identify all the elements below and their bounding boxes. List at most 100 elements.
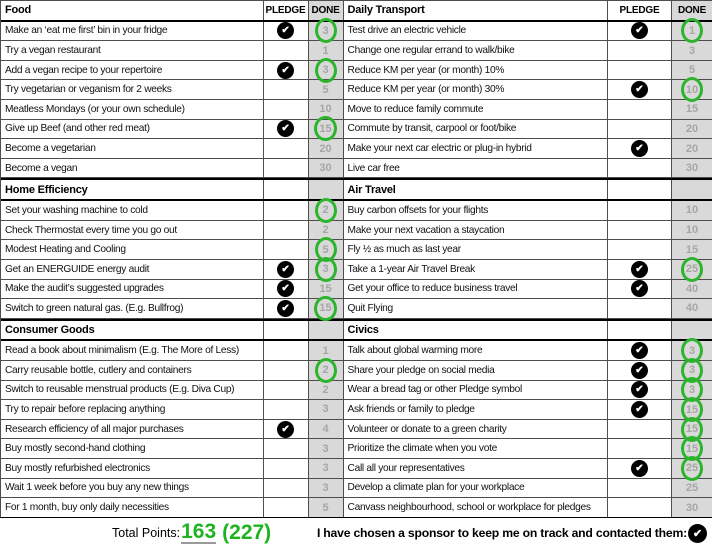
done-points-cell: 30 xyxy=(672,498,712,517)
points-value: 30 xyxy=(685,162,699,175)
pledge-cell[interactable] xyxy=(608,240,672,259)
pledge-cell[interactable] xyxy=(264,439,309,459)
item-label: Add a vegan recipe to your repertoire xyxy=(1,60,264,80)
points-value: 25 xyxy=(685,263,699,276)
pledge-cell[interactable] xyxy=(264,80,309,100)
pledge-cell[interactable] xyxy=(264,400,309,419)
checklist-row: Commute by transit, carpool or foot/bike… xyxy=(343,119,712,140)
pledge-cell[interactable]: ✔ xyxy=(608,360,672,380)
pledge-cell[interactable] xyxy=(264,240,309,259)
checklist-row: Try to repair before replacing anything 3 xyxy=(1,400,344,420)
item-label: Make your next vacation a staycation xyxy=(344,220,608,240)
points-value: 10 xyxy=(685,224,699,236)
checklist-row: Set your washing machine to cold 2 xyxy=(1,197,344,223)
points-value: 15 xyxy=(319,282,332,295)
pledge-cell[interactable]: ✔ xyxy=(608,279,672,299)
pledge-cell[interactable] xyxy=(264,380,309,400)
footer: Total Points: 163 (227) I have chosen a … xyxy=(0,518,712,548)
pledge-cell[interactable] xyxy=(608,498,672,517)
section-header-row: Consumer Goods xyxy=(1,318,344,342)
pledge-cell[interactable] xyxy=(608,299,672,318)
pledge-cell[interactable] xyxy=(608,220,672,240)
total-points-max: (227) xyxy=(222,521,272,545)
pledge-cell[interactable] xyxy=(608,100,672,119)
pledge-cell[interactable] xyxy=(608,201,672,220)
pledge-cell[interactable] xyxy=(264,360,309,380)
points-value: 5 xyxy=(688,64,696,77)
pledge-cell[interactable]: ✔ xyxy=(264,259,309,279)
pledge-cell[interactable] xyxy=(264,158,309,178)
points-value: 10 xyxy=(685,83,699,96)
pledge-cell[interactable] xyxy=(264,498,309,517)
done-points-cell: 2 xyxy=(308,380,344,400)
item-label: Make an ‘eat me first’ bin in your fridg… xyxy=(1,21,264,41)
pledge-cell[interactable]: ✔ xyxy=(608,341,672,360)
pledge-cell[interactable] xyxy=(264,341,309,360)
points-value: 3 xyxy=(322,263,329,276)
check-icon: ✔ xyxy=(631,140,648,158)
pledge-cell[interactable] xyxy=(264,100,309,119)
item-label: Meatless Mondays (or your own schedule) xyxy=(1,100,264,119)
checklist-row: Take a 1-year Air Travel Break ✔ 25 xyxy=(343,256,712,282)
pledge-cell[interactable] xyxy=(608,60,672,80)
item-label: Modest Heating and Cooling xyxy=(1,240,264,259)
table-transport-air-civics: Daily Transport PLEDGE DONE Test drive an e… xyxy=(343,1,712,517)
green-circle-annotation: 3 xyxy=(314,256,337,282)
green-circle-annotation: 1 xyxy=(681,18,703,44)
check-icon: ✔ xyxy=(277,61,295,79)
pledge-cell[interactable] xyxy=(264,139,309,158)
pledge-cell[interactable] xyxy=(608,119,672,139)
done-points-cell xyxy=(672,180,712,200)
pledge-cell[interactable]: ✔ xyxy=(264,299,309,318)
pledge-cell[interactable] xyxy=(264,478,309,498)
pledge-cell[interactable] xyxy=(608,419,672,439)
item-label: Develop a climate plan for your workplac… xyxy=(344,478,608,498)
pledge-cell[interactable]: ✔ xyxy=(264,21,309,41)
pledge-cell[interactable] xyxy=(608,41,672,60)
done-points-cell: 30 xyxy=(308,158,344,178)
green-circle-annotation: 15 xyxy=(314,116,337,142)
pledge-cell[interactable]: ✔ xyxy=(608,80,672,100)
pledge-cell[interactable]: ✔ xyxy=(608,380,672,400)
points-value: 25 xyxy=(685,462,699,475)
points-value: 25 xyxy=(685,481,699,494)
checklist-row: Check Thermostat every time you go out 2 xyxy=(1,220,344,241)
table-title: Food xyxy=(1,1,264,20)
pledge-cell[interactable]: ✔ xyxy=(264,419,309,439)
pledge-cell[interactable]: ✔ xyxy=(264,279,309,299)
points-value: 20 xyxy=(685,122,699,135)
points-value: 15 xyxy=(319,302,332,315)
item-label: Canvass neighbourhood, school or workpla… xyxy=(344,498,608,517)
checklist-row: Try a vegan restaurant 1 xyxy=(1,41,344,61)
done-points-cell: 15 xyxy=(308,279,344,299)
pledge-cell[interactable] xyxy=(264,201,309,220)
done-points-cell: 40 xyxy=(672,299,712,318)
check-icon: ✔ xyxy=(631,22,648,40)
pledge-cell[interactable]: ✔ xyxy=(608,459,672,478)
pledge-cell[interactable]: ✔ xyxy=(608,259,672,279)
checklist-tables: Food PLEDGE DONE Make an ‘eat me first’ bin… xyxy=(0,0,712,518)
done-points-cell: 30 xyxy=(672,158,712,178)
pledge-cell[interactable] xyxy=(608,439,672,459)
sponsor-check-icon[interactable]: ✔ xyxy=(688,523,707,543)
points-value: 2 xyxy=(322,204,329,217)
pledge-cell xyxy=(608,180,672,200)
pledge-cell[interactable]: ✔ xyxy=(608,21,672,41)
done-points-cell xyxy=(308,180,344,200)
check-icon: ✔ xyxy=(631,400,648,418)
pledge-cell[interactable] xyxy=(264,220,309,240)
points-value: 3 xyxy=(688,44,696,57)
pledge-cell[interactable] xyxy=(264,41,309,60)
section-header-row: Air Travel xyxy=(343,178,712,202)
pledge-cell[interactable] xyxy=(608,158,672,178)
pledge-cell[interactable] xyxy=(264,459,309,478)
pledge-cell[interactable]: ✔ xyxy=(608,139,672,158)
pledge-cell[interactable]: ✔ xyxy=(264,119,309,139)
points-value: 3 xyxy=(322,481,329,494)
points-value: 3 xyxy=(322,442,329,455)
check-icon: ✔ xyxy=(631,81,648,99)
pledge-cell[interactable] xyxy=(608,478,672,498)
pledge-cell[interactable]: ✔ xyxy=(264,60,309,80)
total-points-value: 163 xyxy=(181,520,217,544)
pledge-cell[interactable]: ✔ xyxy=(608,400,672,419)
